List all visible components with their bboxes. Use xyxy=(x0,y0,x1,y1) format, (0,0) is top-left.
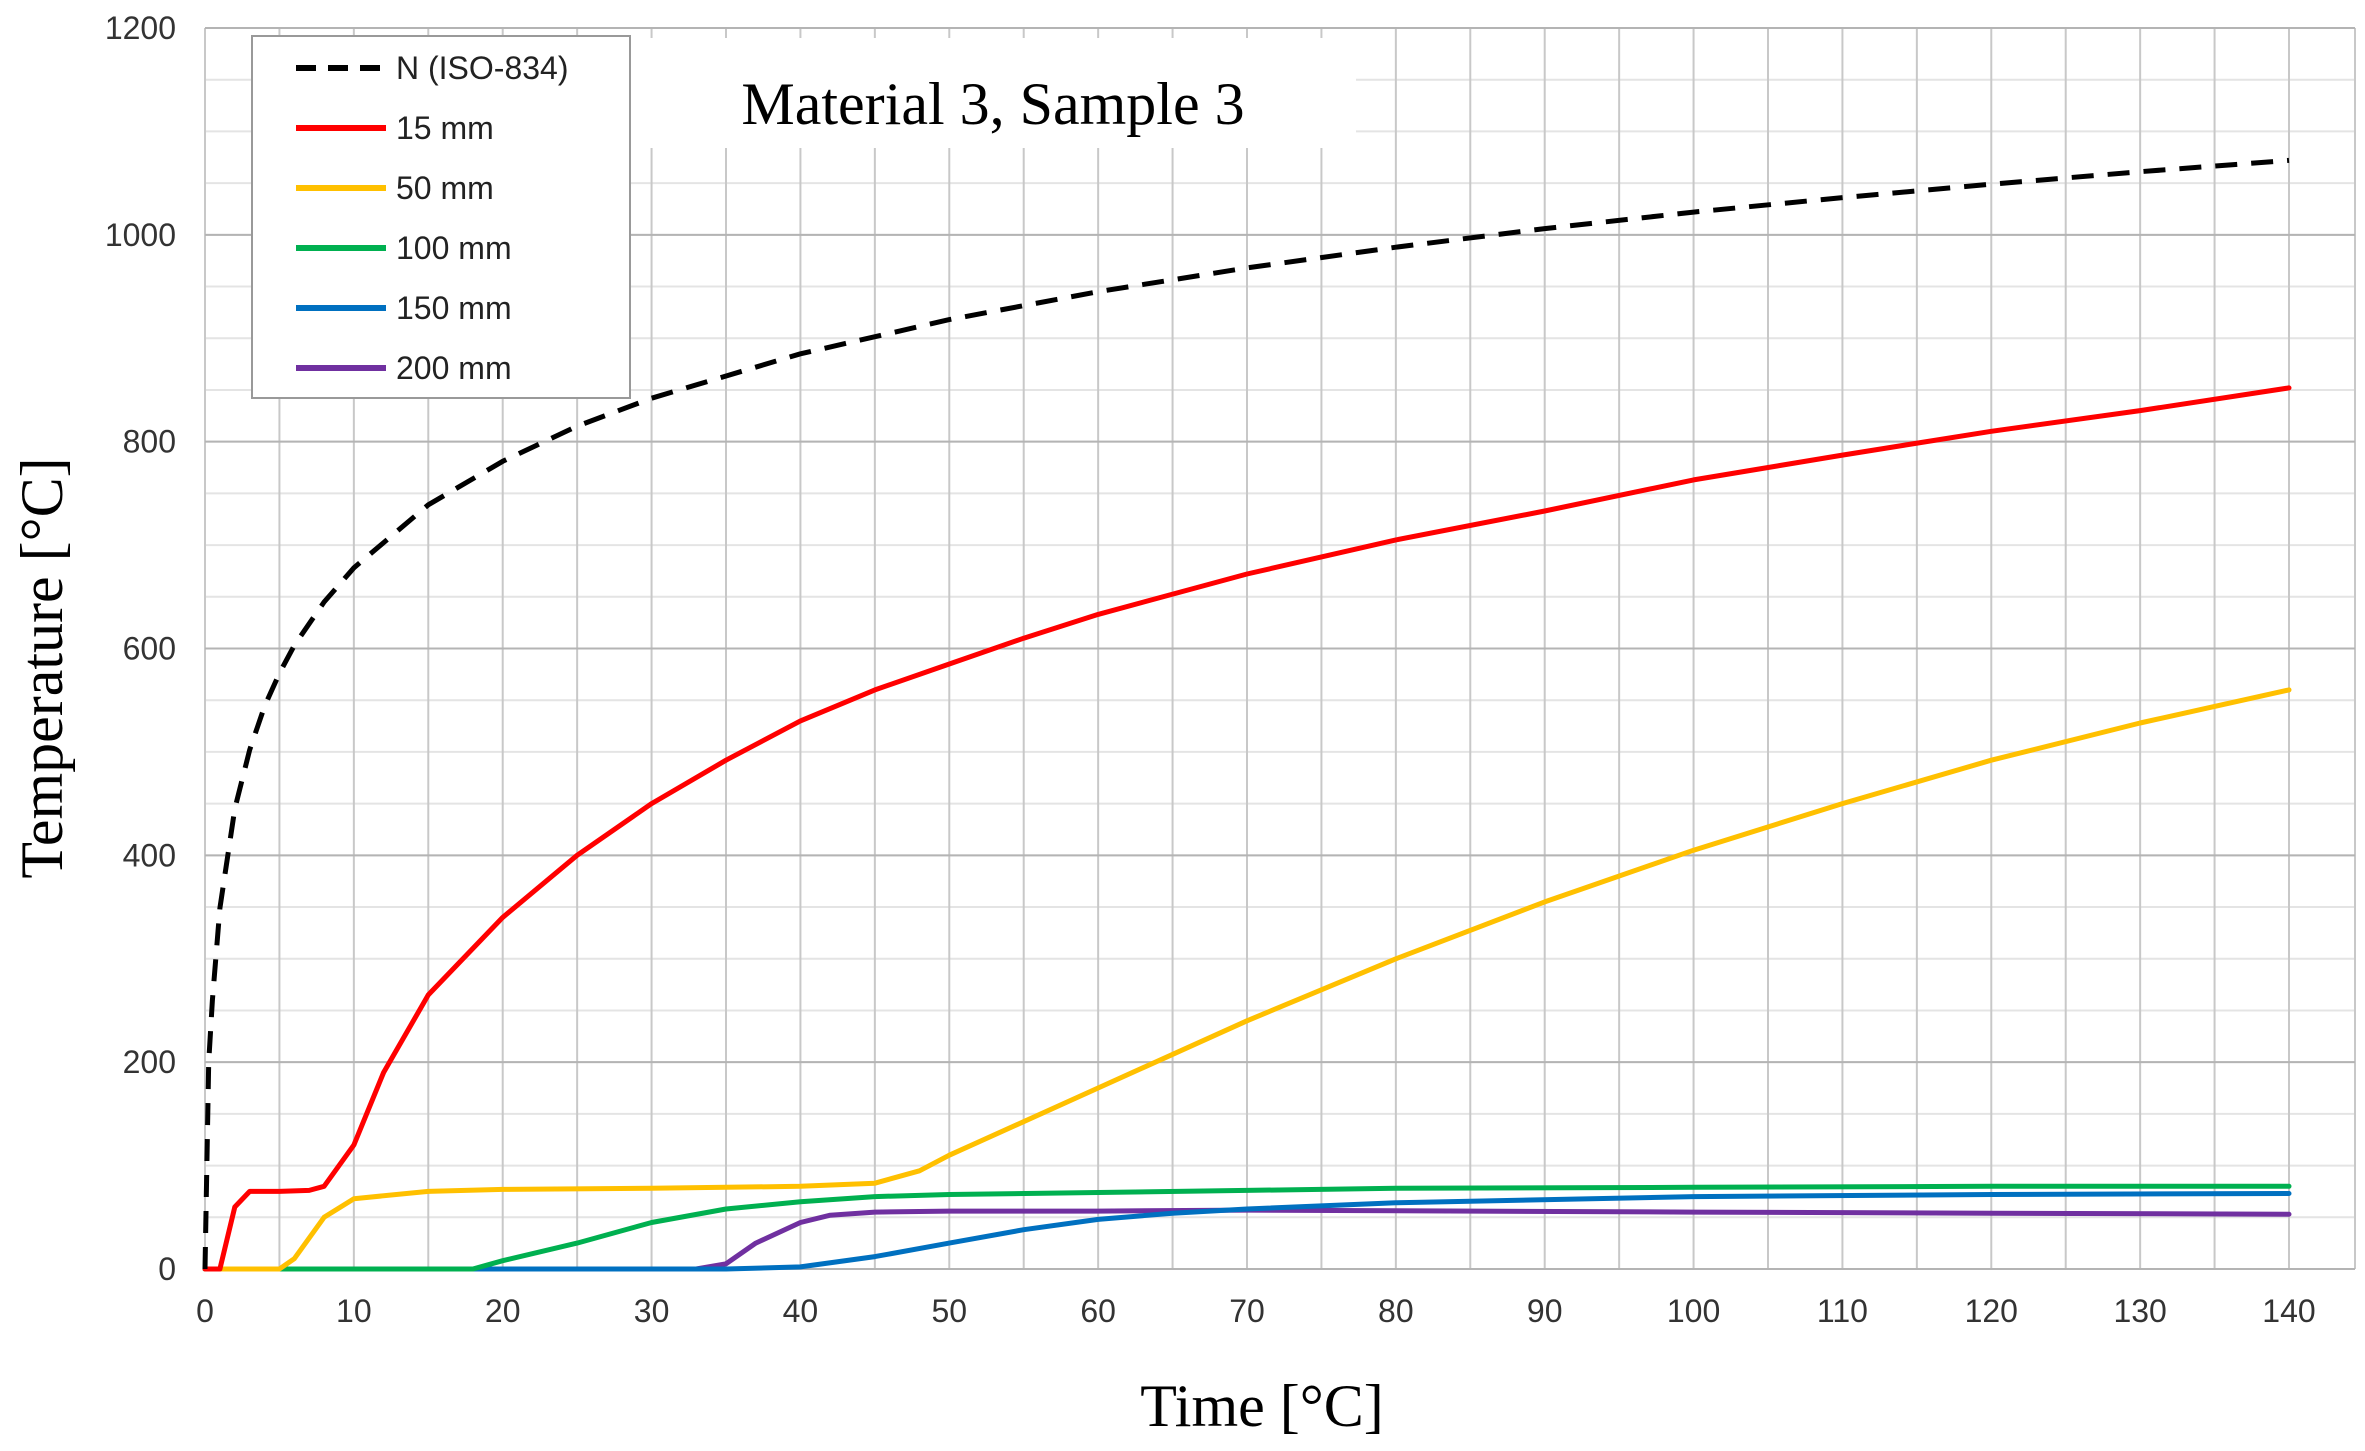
legend-label: 100 mm xyxy=(396,230,512,266)
legend-label: N (ISO-834) xyxy=(396,50,568,86)
legend: N (ISO-834) 15 mm 50 mm 100 mm 150 mm 200 mm xyxy=(251,35,631,399)
x-tick-label: 30 xyxy=(634,1293,670,1329)
y-tick-label: 1200 xyxy=(105,10,176,46)
legend-box xyxy=(251,35,631,399)
series-line-15-mm xyxy=(202,385,2292,1272)
series-layer xyxy=(202,157,2292,1272)
legend-label: 50 mm xyxy=(396,170,494,206)
x-tick-label: 10 xyxy=(336,1293,372,1329)
series-line-n-iso-834 xyxy=(202,157,2290,1270)
x-tick-label: 60 xyxy=(1080,1293,1116,1329)
y-tick-label: 400 xyxy=(123,837,176,873)
x-tick-label: 20 xyxy=(485,1293,521,1329)
y-tick-label: 200 xyxy=(123,1044,176,1080)
legend-label: 200 mm xyxy=(396,350,512,386)
x-tick-label: 110 xyxy=(1817,1293,1868,1329)
series-line-200-mm xyxy=(202,1207,2292,1272)
x-tick-label: 100 xyxy=(1667,1293,1720,1329)
title-box xyxy=(630,38,1356,148)
x-tick-label: 0 xyxy=(196,1293,214,1329)
chart-title: Material 3, Sample 3 xyxy=(741,71,1244,137)
grid-major xyxy=(204,27,2356,1270)
x-tick-label: 140 xyxy=(2262,1293,2315,1329)
x-tick-label: 70 xyxy=(1229,1293,1265,1329)
y-tick-label: 1000 xyxy=(105,217,176,253)
legend-label: 15 mm xyxy=(396,110,494,146)
x-tick-labels: 0 10 20 30 40 50 60 70 80 90 100 110 120 130 140 xyxy=(196,1293,2316,1329)
y-axis-title: Temperature [°C] xyxy=(9,457,75,878)
series-line-100-mm xyxy=(202,1183,2292,1272)
x-tick-label: 130 xyxy=(2113,1293,2166,1329)
series-line-50-mm xyxy=(202,687,2292,1272)
x-tick-label: 120 xyxy=(1965,1293,2018,1329)
y-tick-label: 600 xyxy=(123,631,176,667)
x-tick-label: 90 xyxy=(1527,1293,1563,1329)
y-tick-label: 0 xyxy=(158,1251,176,1287)
x-tick-label: 40 xyxy=(783,1293,819,1329)
series-line-150-mm xyxy=(202,1191,2292,1272)
x-tick-label: 50 xyxy=(931,1293,967,1329)
y-tick-labels: 0 200 400 600 800 1000 1200 xyxy=(105,10,176,1287)
x-tick-label: 80 xyxy=(1378,1293,1414,1329)
x-axis-title: Time [°C] xyxy=(1140,1373,1384,1439)
y-tick-label: 800 xyxy=(123,424,176,460)
legend-label: 150 mm xyxy=(396,290,512,326)
